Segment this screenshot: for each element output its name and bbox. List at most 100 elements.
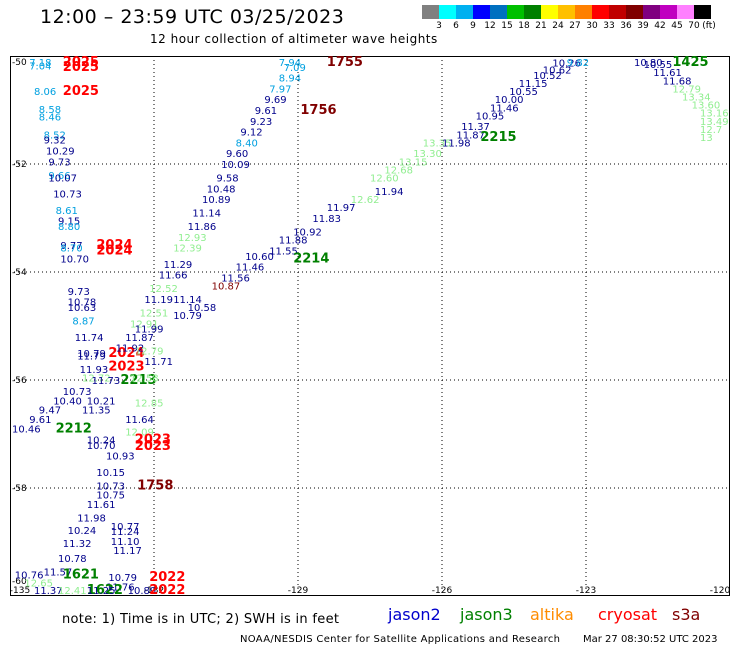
colorbar-tick-label: 45 <box>671 21 683 31</box>
wave-height-label: 10.89 <box>202 195 231 206</box>
colorbar-swatch <box>575 5 592 19</box>
wave-height-label: 10.52 <box>533 71 562 82</box>
colorbar-swatch <box>524 5 541 19</box>
pass-time-label: 2024 <box>96 243 132 258</box>
footnote: note: 1) Time is in UTC; 2) SWH is in fe… <box>62 612 340 627</box>
wave-height-label: 10.73 <box>63 387 92 398</box>
wave-height-label: 10.55 <box>644 60 673 71</box>
wave-height-label: 11.46 <box>490 103 519 114</box>
wave-height-label: 11.56 <box>221 273 250 284</box>
wave-height-label: 9.47 <box>39 406 61 417</box>
wave-height-label: 9.77 <box>60 241 82 252</box>
pass-time-label: 1622 <box>87 583 123 596</box>
colorbar-swatch <box>609 5 626 19</box>
pass-time-label: 2023 <box>135 439 171 454</box>
wave-height-label: 10.70 <box>87 441 116 452</box>
wave-height-label: 8.70 <box>60 244 82 255</box>
wave-height-label: 7.04 <box>29 62 51 73</box>
wave-height-label: 11.68 <box>663 76 692 87</box>
wave-height-label: 10.87 <box>212 282 241 293</box>
wave-height-label: 10.58 <box>188 303 217 314</box>
colorbar-tick-label: 18 <box>518 21 530 31</box>
wave-height-label: 12.60 <box>370 174 399 185</box>
colorbar-tick-label: 70 <box>688 21 700 31</box>
colorbar-tick-label: 24 <box>552 21 564 31</box>
pass-time-label: 2215 <box>480 130 516 145</box>
wave-height-label: 11.25 <box>87 586 116 596</box>
wave-height-label: 8.46 <box>39 112 61 123</box>
wave-height-label: 9.69 <box>264 95 286 106</box>
wave-height-label: 8.94 <box>279 74 301 85</box>
wave-height-label: 7.97 <box>269 84 291 95</box>
wave-height-label: 13.60 <box>692 101 721 112</box>
wave-height-label: 12.79 <box>672 84 701 95</box>
wave-height-label: 10.63 <box>68 303 97 314</box>
colorbar-tick-label: 9 <box>470 21 476 31</box>
wave-height-label: 11.32 <box>63 539 92 550</box>
wave-height-label: 10.00 <box>495 95 524 106</box>
wave-height-label: 10.76 <box>15 570 44 581</box>
wave-height-label: 12.93 <box>178 233 207 244</box>
latitude-tick-label: -58 <box>12 484 27 494</box>
wave-height-label: 11.94 <box>375 187 404 198</box>
wave-height-label: 11.37 <box>461 122 490 133</box>
wave-height-label: 10.46 <box>12 425 41 436</box>
wave-height-label: 9.73 <box>68 287 90 298</box>
latitude-tick-label: -52 <box>12 160 27 170</box>
wave-height-label: 10.79 <box>108 573 137 584</box>
wave-height-label: 11.74 <box>75 333 104 344</box>
wave-height-label: 12.91 <box>130 319 159 330</box>
wave-height-label: 9.82 <box>567 58 589 69</box>
wave-height-label: 10.92 <box>293 228 322 239</box>
latitude-tick-label: -56 <box>12 376 27 386</box>
pass-time-label: 2022 <box>149 583 185 596</box>
wave-height-label: 12.41 <box>58 586 87 596</box>
colorbar-tick-label: 12 <box>484 21 496 31</box>
wave-height-label: 12.62 <box>351 195 380 206</box>
pass-time-label: 2025 <box>63 84 99 99</box>
wave-height-label: 11.71 <box>144 357 173 368</box>
wave-height-label: 11.64 <box>125 415 154 426</box>
colorbar-swatch <box>643 5 660 19</box>
wave-height-label: 10.60 <box>245 252 274 263</box>
wave-height-label: 10.78 <box>68 298 97 309</box>
pass-time-label: 2022 <box>149 570 185 585</box>
satellite-legend-item: s3a <box>672 605 701 624</box>
colorbar-tick-label: 39 <box>637 21 649 31</box>
pass-time-label: 2024 <box>96 238 132 253</box>
pass-time-label: 2023 <box>135 432 171 447</box>
page-subtitle: 12 hour collection of altimeter wave hei… <box>150 32 438 46</box>
latitude-tick-label: -60 <box>12 577 27 587</box>
colorbar-swatch <box>626 5 643 19</box>
wave-height-label: 11.37 <box>34 586 63 596</box>
wave-height-label: 10.24 <box>87 435 116 446</box>
pass-time-label: 1621 <box>63 567 99 582</box>
colorbar-swatch <box>558 5 575 19</box>
wave-height-label: 10.77 <box>111 522 140 533</box>
colorbar-swatch <box>677 5 694 19</box>
colorbar-swatch <box>439 5 456 19</box>
pass-time-label: 2025 <box>63 60 99 75</box>
wave-height-label: 12.79 <box>135 346 164 357</box>
pass-time-label: 2213 <box>120 373 156 388</box>
colorbar-unit: (ft) <box>702 21 716 31</box>
wave-height-label: 12.52 <box>149 284 178 295</box>
colorbar-tick-label: 42 <box>654 21 666 31</box>
wave-height-label: 7.94 <box>279 58 301 69</box>
wave-height-label: 12.51 <box>140 309 169 320</box>
wave-height-label: 12.65 <box>24 579 53 590</box>
wave-height-label: 9.61 <box>255 106 277 117</box>
longitude-tick-label: -120 <box>710 586 730 596</box>
wave-height-label: 13.34 <box>682 93 711 104</box>
wave-height-label: 11.55 <box>269 246 298 257</box>
wave-height-label: 11.86 <box>188 222 217 233</box>
wave-height-label: 13.49 <box>700 117 729 128</box>
wave-height-label: 11.99 <box>135 325 164 336</box>
colorbar-swatch <box>473 5 490 19</box>
wave-height-label: 9.15 <box>58 217 80 228</box>
wave-height-label: 12.68 <box>384 165 413 176</box>
wave-height-label: 9.73 <box>48 157 70 168</box>
wave-height-label: 11.29 <box>164 260 193 271</box>
colorbar-swatch <box>422 5 439 19</box>
